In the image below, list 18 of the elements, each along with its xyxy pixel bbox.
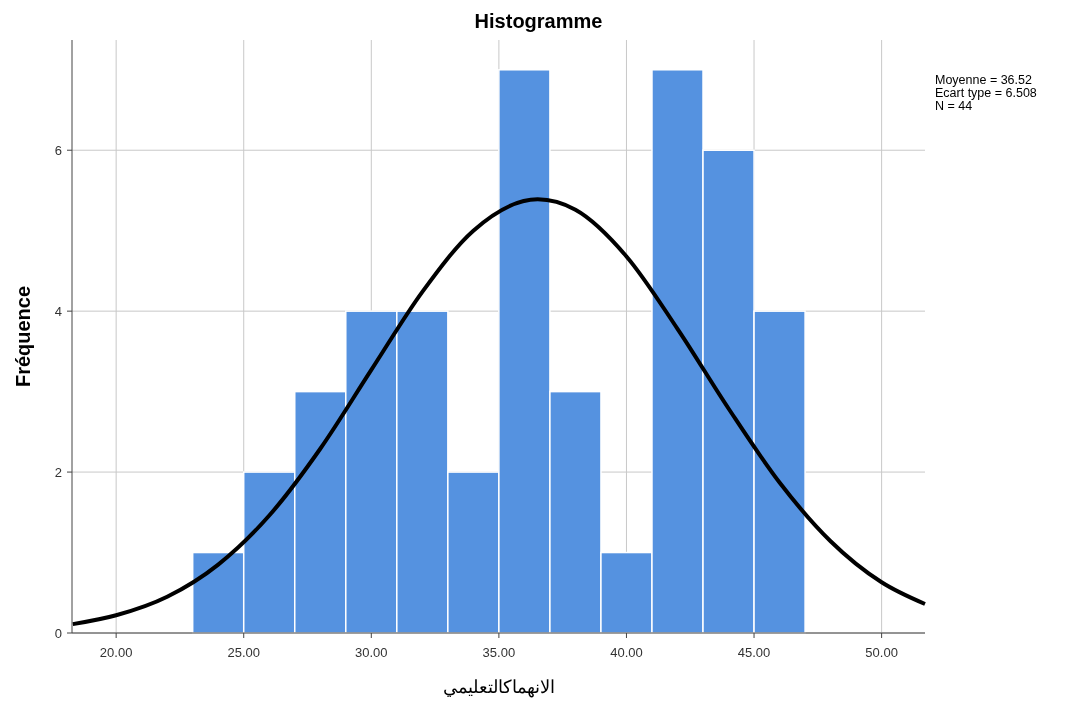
y-tick-label: 4 xyxy=(54,304,62,320)
text: N = 44 xyxy=(935,99,973,113)
x-tick-label: 45.00 xyxy=(737,645,771,660)
text: Moyenne = 36.52 xyxy=(935,73,1032,87)
x-tick-label: 35.00 xyxy=(482,645,516,660)
chart-title: Histogramme xyxy=(474,10,603,32)
x-tick-label: 20.00 xyxy=(99,645,133,660)
y-tick-label: 0 xyxy=(54,626,62,641)
y-tick-label: 2 xyxy=(54,465,62,481)
y-tick-label: 6 xyxy=(54,143,62,159)
x-tick-label: 30.00 xyxy=(355,645,388,660)
text: Ecart type = 6.508 xyxy=(935,86,1037,100)
x-tick-label: 40.00 xyxy=(610,645,643,660)
x-axis-title: الانهماكالتعليمي xyxy=(442,677,555,698)
x-tick-label: 25.00 xyxy=(227,645,260,660)
line-series xyxy=(70,197,927,627)
x-tick-label: 50.00 xyxy=(865,645,898,660)
y-axis-title: Fréquence xyxy=(12,285,34,388)
